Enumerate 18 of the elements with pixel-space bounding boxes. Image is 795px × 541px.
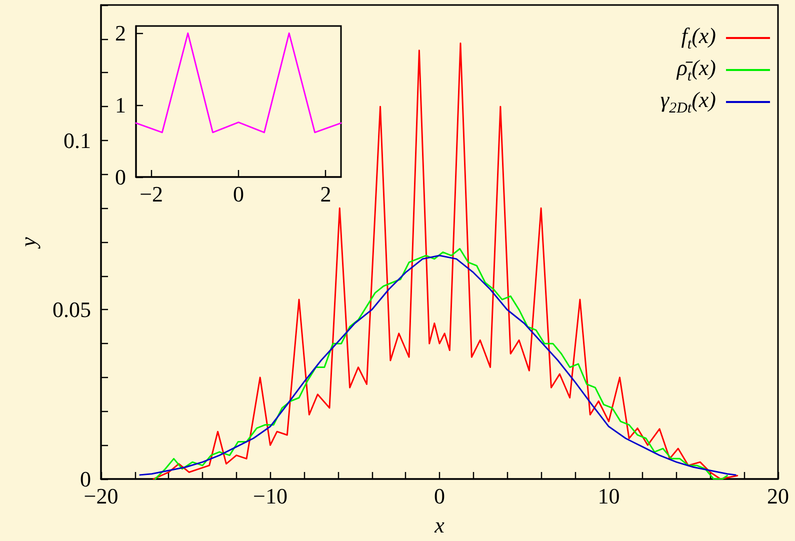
x-tick-label: −10 xyxy=(253,484,288,508)
line-series xyxy=(135,32,342,134)
x-tick-label: 0 xyxy=(434,484,445,508)
x-tick-label: 20 xyxy=(767,484,789,508)
y-tick-label: 1 xyxy=(115,92,126,118)
y-tick-label: 0.1 xyxy=(64,128,91,153)
legend-label: f$_{t}$(x) xyxy=(681,22,716,54)
y-tick-label: 0 xyxy=(115,164,126,190)
legend-label: γ$_{2Dt}$(x) xyxy=(660,86,716,118)
y-tick-label: 0.05 xyxy=(52,297,91,322)
x-tick-label: −2 xyxy=(140,182,163,206)
x-tick-label: 2 xyxy=(320,182,332,206)
x-tick-label: 0 xyxy=(233,182,244,206)
x-tick-label: 10 xyxy=(598,484,620,508)
y-tick-label: 2 xyxy=(115,20,126,46)
x-axis-title: x xyxy=(434,512,445,538)
y-axis-title: y xyxy=(16,236,40,249)
legend-label: ρ̄$_{t}$(x) xyxy=(676,54,716,86)
